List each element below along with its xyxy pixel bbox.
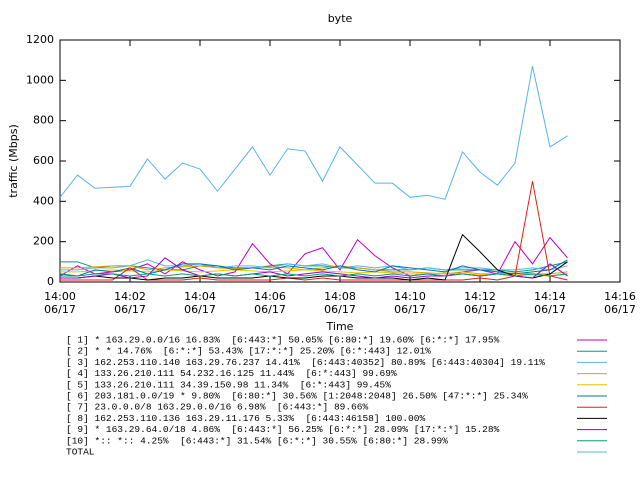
- series-line: [60, 273, 568, 277]
- x-tick-label: 14:02 06/17: [114, 290, 146, 316]
- legend-label: [ 4] 133.26.210.111 54.232.16.125 11.44%…: [66, 368, 397, 379]
- y-axis-label: traffic (Mbps): [7, 124, 20, 198]
- series-line: [59, 66, 568, 200]
- series-line: [60, 259, 568, 271]
- legend-label: [ 1] * 163.29.0.0/16 16.83% [6:443:*] 50…: [66, 335, 500, 346]
- legend-label: [ 3] 162.253.110.140 163.29.76.237 14.41…: [66, 357, 545, 368]
- legend-label: [ 2] * * 14.76% [6:*:*] 53.43% [17:*:*] …: [66, 346, 431, 357]
- y-tick-label: 600: [33, 154, 54, 167]
- legend-label: [ 6] 203.181.0.0/19 * 9.80% [6:80:*] 30.…: [66, 391, 528, 402]
- x-tick-label: 14:14 06/17: [534, 290, 566, 316]
- x-tick-label: 14:04 06/17: [184, 290, 216, 316]
- x-tick-label: 14:00 06/17: [44, 290, 76, 316]
- legend-label: TOTAL: [66, 447, 95, 458]
- x-tick-label: 14:12 06/17: [464, 290, 496, 316]
- y-tick-label: 0: [47, 275, 54, 288]
- x-axis-label: Time: [326, 320, 354, 333]
- series-line: [60, 233, 568, 281]
- x-tick-label: 14:16 06/17: [604, 290, 636, 316]
- y-tick-label: 1200: [26, 33, 54, 46]
- series-line: [60, 181, 568, 281]
- series-line: [60, 269, 568, 277]
- legend-label: [ 9] * 163.29.64.0/18 4.86% [6:443:*] 56…: [66, 424, 500, 435]
- x-tick-label: 14:08 06/17: [324, 290, 356, 316]
- y-tick-label: 1000: [26, 73, 54, 86]
- y-tick-label: 200: [33, 235, 54, 248]
- legend-label: [ 8] 162.253.110.136 163.29.11.176 5.33%…: [66, 413, 425, 424]
- legend-label: [ 7] 23.0.0.0/8 163.29.0.0/16 6.98% [6:4…: [66, 402, 368, 413]
- series-line: [59, 259, 568, 277]
- y-tick-label: 400: [33, 194, 54, 207]
- legend-label: [ 5] 133.26.210.111 34.39.150.98 11.34% …: [66, 379, 391, 390]
- x-tick-label: 14:06 06/17: [254, 290, 286, 316]
- x-tick-label: 14:10 06/17: [394, 290, 426, 316]
- legend-label: [10] *:: *:: 4.25% [6:443:*] 31.54% [6:*…: [66, 435, 448, 446]
- chart-title: byte: [328, 12, 353, 25]
- plot-frame: [59, 39, 621, 283]
- y-tick-label: 800: [33, 114, 54, 127]
